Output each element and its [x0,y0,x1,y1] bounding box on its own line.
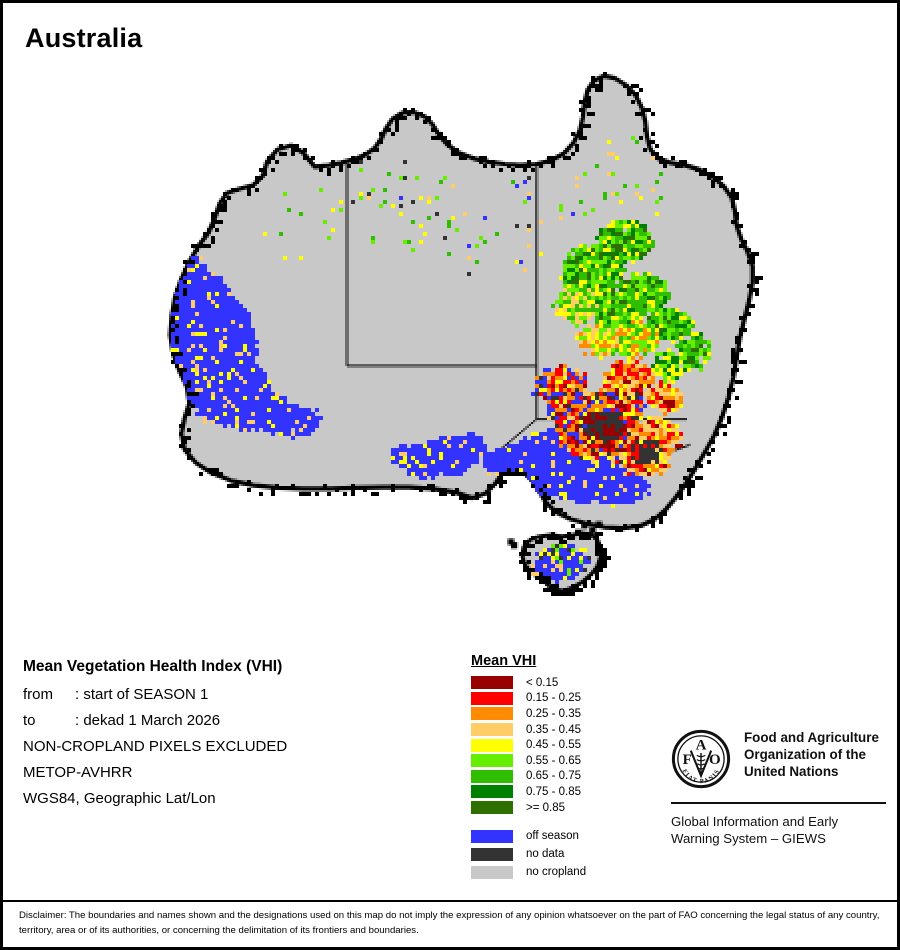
from-label: from [23,686,53,703]
map-metadata-block: Mean Vegetation Health Index (VHI) from:… [23,658,453,816]
svg-text:A: A [696,737,707,753]
disclaimer-text: Disclaimer: The boundaries and names sho… [19,910,880,936]
legend-extra-row: no cropland [471,863,671,881]
legend-extra-label: no data [526,848,565,861]
legend-class-row: 0.75 - 0.85 [471,784,671,800]
svg-text:F: F [683,752,692,768]
metadata-sensor: METOP-AVHRR [23,764,133,781]
legend-extra-label: no cropland [526,866,587,879]
from-value: : start of SEASON 1 [75,686,209,703]
legend-class-swatch [471,754,513,768]
legend-title: Mean VHI [471,653,537,669]
map-legend: Mean VHI < 0.15 0.15 - 0.25 0.25 - 0.35 0.3… [471,653,671,881]
metadata-exclusion: NON-CROPLAND PIXELS EXCLUDED [23,738,288,755]
legend-class-row: 0.35 - 0.45 [471,722,671,738]
legend-extra-list: off season no data no cropland [471,827,671,881]
legend-extra-swatch [471,847,513,861]
legend-class-swatch [471,707,513,721]
legend-class-row: 0.65 - 0.75 [471,769,671,785]
metadata-projection: WGS84, Geographic Lat/Lon [23,790,216,807]
legend-class-label: 0.65 - 0.75 [526,770,581,783]
legend-class-row: 0.45 - 0.55 [471,737,671,753]
legend-class-row: < 0.15 [471,675,671,691]
giews-system-name: Global Information and Early Warning Sys… [671,814,839,847]
legend-class-label: 0.25 - 0.35 [526,707,581,720]
legend-class-row: 0.55 - 0.65 [471,753,671,769]
legend-extra-row: no data [471,845,671,863]
svg-text:O: O [709,752,721,768]
to-value: : dekad 1 March 2026 [75,712,221,729]
legend-class-swatch [471,785,513,799]
legend-extra-swatch [471,865,513,879]
legend-class-label: 0.45 - 0.55 [526,739,581,752]
metadata-to-row: to : dekad 1 March 2026 [23,712,453,729]
legend-class-label: 0.15 - 0.25 [526,692,581,705]
legend-class-label: < 0.15 [526,676,559,689]
fao-divider [671,802,886,804]
legend-class-swatch [471,676,513,690]
legend-class-row: 0.25 - 0.35 [471,706,671,722]
legend-class-label: 0.55 - 0.65 [526,754,581,767]
legend-class-swatch [471,738,513,752]
metadata-from-row: from : start of SEASON 1 [23,686,453,703]
fao-organization-name: Food and Agriculture Organization of the… [744,730,879,780]
legend-extra-label: off season [526,830,579,843]
to-label: to [23,712,36,729]
legend-class-label: 0.75 - 0.85 [526,785,581,798]
legend-class-row: 0.15 - 0.25 [471,691,671,707]
metadata-header: Mean Vegetation Health Index (VHI) [23,658,283,675]
legend-class-label: 0.35 - 0.45 [526,723,581,736]
disclaimer-divider [3,900,897,902]
legend-class-list: < 0.15 0.15 - 0.25 0.25 - 0.35 0.35 - 0.45 0… [471,675,671,815]
map-image [63,48,863,628]
legend-class-row: >= 0.85 [471,800,671,816]
legend-class-swatch [471,723,513,737]
fao-branding-block: F A O FIAT PANIS Food and Agriculture Or… [671,729,886,847]
vhi-raster-canvas [63,48,863,628]
legend-class-swatch [471,691,513,705]
legend-class-label: >= 0.85 [526,801,566,814]
legend-extra-row: off season [471,827,671,845]
legend-extra-swatch [471,829,513,843]
fao-logo-icon: F A O FIAT PANIS [671,729,731,789]
legend-class-swatch [471,801,513,815]
legend-class-swatch [471,769,513,783]
